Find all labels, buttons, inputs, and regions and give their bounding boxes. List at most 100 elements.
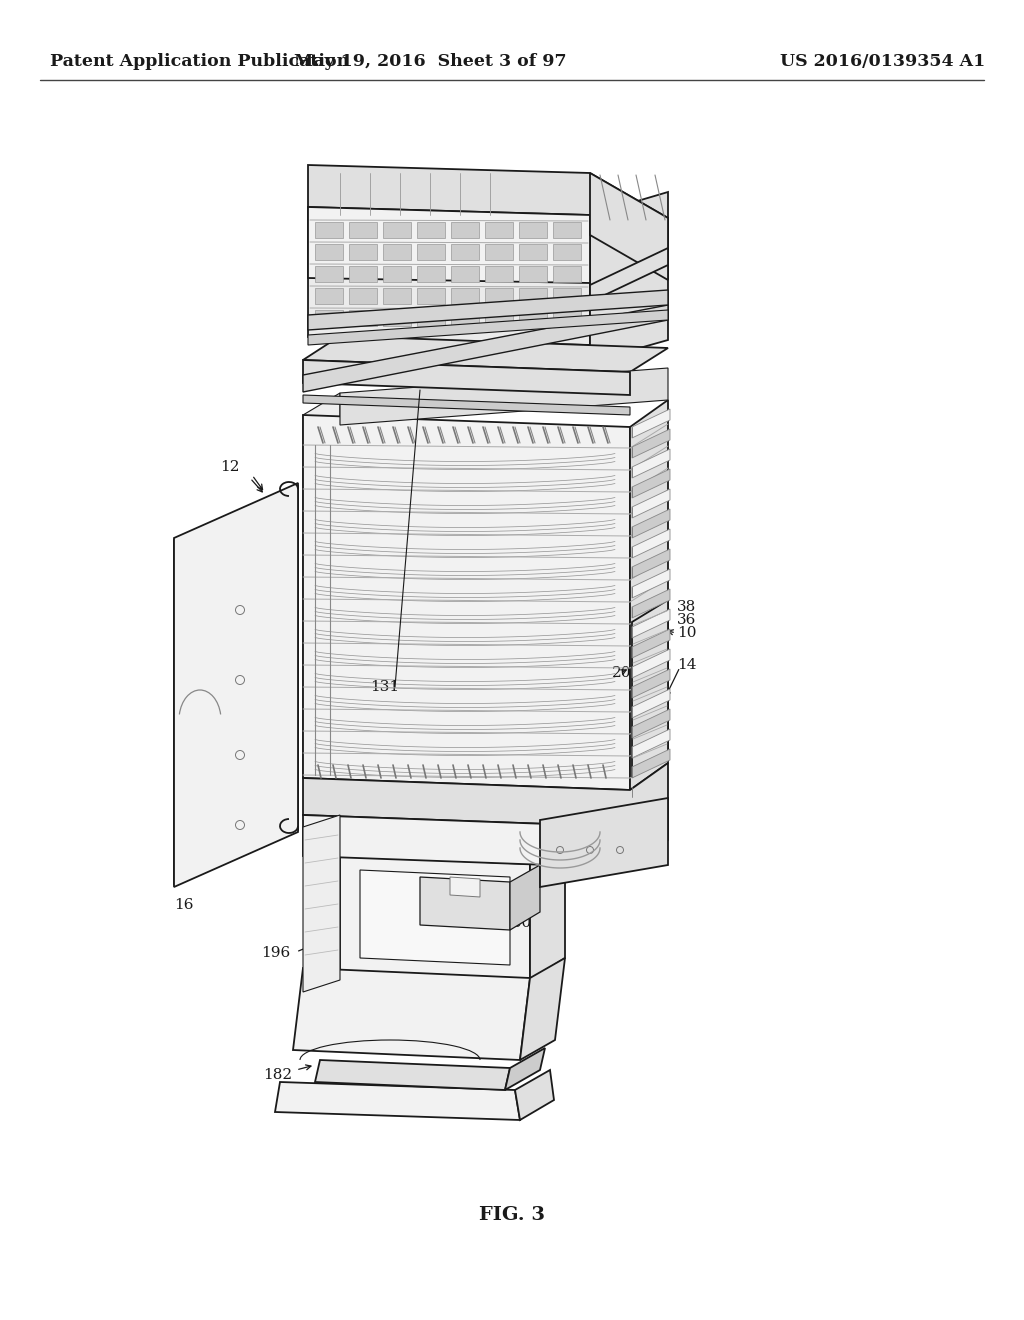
Polygon shape: [349, 244, 377, 260]
Polygon shape: [308, 165, 668, 260]
Polygon shape: [308, 207, 590, 345]
Polygon shape: [632, 609, 670, 638]
Text: Patent Application Publication: Patent Application Publication: [50, 54, 349, 70]
Polygon shape: [349, 288, 377, 304]
Text: 12: 12: [220, 459, 240, 474]
Text: 196: 196: [261, 946, 290, 960]
Polygon shape: [417, 288, 445, 304]
Polygon shape: [530, 843, 565, 979]
Polygon shape: [315, 267, 343, 282]
Polygon shape: [632, 589, 670, 618]
Polygon shape: [632, 529, 670, 558]
Polygon shape: [303, 360, 630, 395]
Polygon shape: [315, 288, 343, 304]
Polygon shape: [360, 870, 510, 965]
Polygon shape: [303, 414, 630, 789]
Polygon shape: [632, 689, 670, 718]
Text: 10: 10: [677, 626, 696, 640]
Polygon shape: [303, 337, 668, 372]
Polygon shape: [519, 222, 547, 238]
Text: 36: 36: [677, 612, 696, 627]
Polygon shape: [505, 1048, 545, 1090]
Polygon shape: [632, 630, 670, 657]
Polygon shape: [417, 267, 445, 282]
Polygon shape: [417, 244, 445, 260]
Polygon shape: [632, 601, 668, 777]
Polygon shape: [303, 305, 668, 392]
Polygon shape: [632, 510, 670, 539]
Polygon shape: [553, 310, 581, 326]
Polygon shape: [485, 267, 513, 282]
Text: 186: 186: [637, 855, 667, 869]
Text: 18: 18: [628, 218, 647, 232]
Polygon shape: [632, 429, 670, 458]
Polygon shape: [519, 244, 547, 260]
Text: 131: 131: [370, 680, 399, 694]
Polygon shape: [303, 814, 340, 993]
Polygon shape: [590, 248, 668, 302]
Polygon shape: [519, 288, 547, 304]
Polygon shape: [315, 310, 343, 326]
Polygon shape: [520, 958, 565, 1060]
Polygon shape: [275, 1082, 520, 1119]
Polygon shape: [174, 484, 298, 884]
Text: 20: 20: [612, 667, 632, 680]
Polygon shape: [632, 549, 670, 578]
Text: 16: 16: [174, 898, 194, 912]
Polygon shape: [308, 207, 590, 282]
Polygon shape: [553, 288, 581, 304]
Polygon shape: [485, 310, 513, 326]
Text: 180: 180: [502, 916, 531, 931]
Text: 14: 14: [677, 657, 696, 672]
Polygon shape: [383, 267, 411, 282]
Polygon shape: [349, 222, 377, 238]
Polygon shape: [632, 748, 670, 777]
Polygon shape: [383, 288, 411, 304]
Polygon shape: [485, 244, 513, 260]
Polygon shape: [383, 310, 411, 326]
Polygon shape: [417, 222, 445, 238]
Polygon shape: [451, 222, 479, 238]
Polygon shape: [451, 310, 479, 326]
Polygon shape: [417, 310, 445, 326]
Polygon shape: [632, 569, 670, 598]
Polygon shape: [553, 244, 581, 260]
Polygon shape: [630, 400, 668, 789]
Polygon shape: [340, 368, 668, 425]
Polygon shape: [510, 865, 540, 931]
Polygon shape: [519, 267, 547, 282]
Polygon shape: [303, 393, 340, 777]
Polygon shape: [632, 729, 670, 758]
Text: US 2016/0139354 A1: US 2016/0139354 A1: [780, 54, 985, 70]
Polygon shape: [632, 449, 670, 478]
Polygon shape: [340, 855, 530, 979]
Text: 38: 38: [677, 601, 696, 614]
Polygon shape: [590, 191, 668, 362]
Polygon shape: [553, 222, 581, 238]
Polygon shape: [315, 1060, 510, 1090]
Text: 182: 182: [263, 1068, 292, 1082]
Polygon shape: [420, 876, 510, 931]
Polygon shape: [308, 290, 668, 330]
Polygon shape: [293, 968, 530, 1060]
Polygon shape: [632, 409, 670, 438]
Polygon shape: [383, 222, 411, 238]
Polygon shape: [590, 173, 668, 280]
Polygon shape: [485, 222, 513, 238]
Polygon shape: [303, 395, 630, 414]
Polygon shape: [632, 649, 670, 678]
Polygon shape: [553, 267, 581, 282]
Polygon shape: [383, 244, 411, 260]
Polygon shape: [303, 800, 668, 869]
Text: 184: 184: [468, 950, 497, 965]
Polygon shape: [632, 669, 670, 698]
Polygon shape: [349, 267, 377, 282]
Text: FIG. 3: FIG. 3: [479, 1206, 545, 1224]
Polygon shape: [632, 709, 670, 738]
Polygon shape: [451, 244, 479, 260]
Polygon shape: [451, 267, 479, 282]
Polygon shape: [519, 310, 547, 326]
Polygon shape: [485, 288, 513, 304]
Polygon shape: [451, 288, 479, 304]
Polygon shape: [632, 469, 670, 498]
